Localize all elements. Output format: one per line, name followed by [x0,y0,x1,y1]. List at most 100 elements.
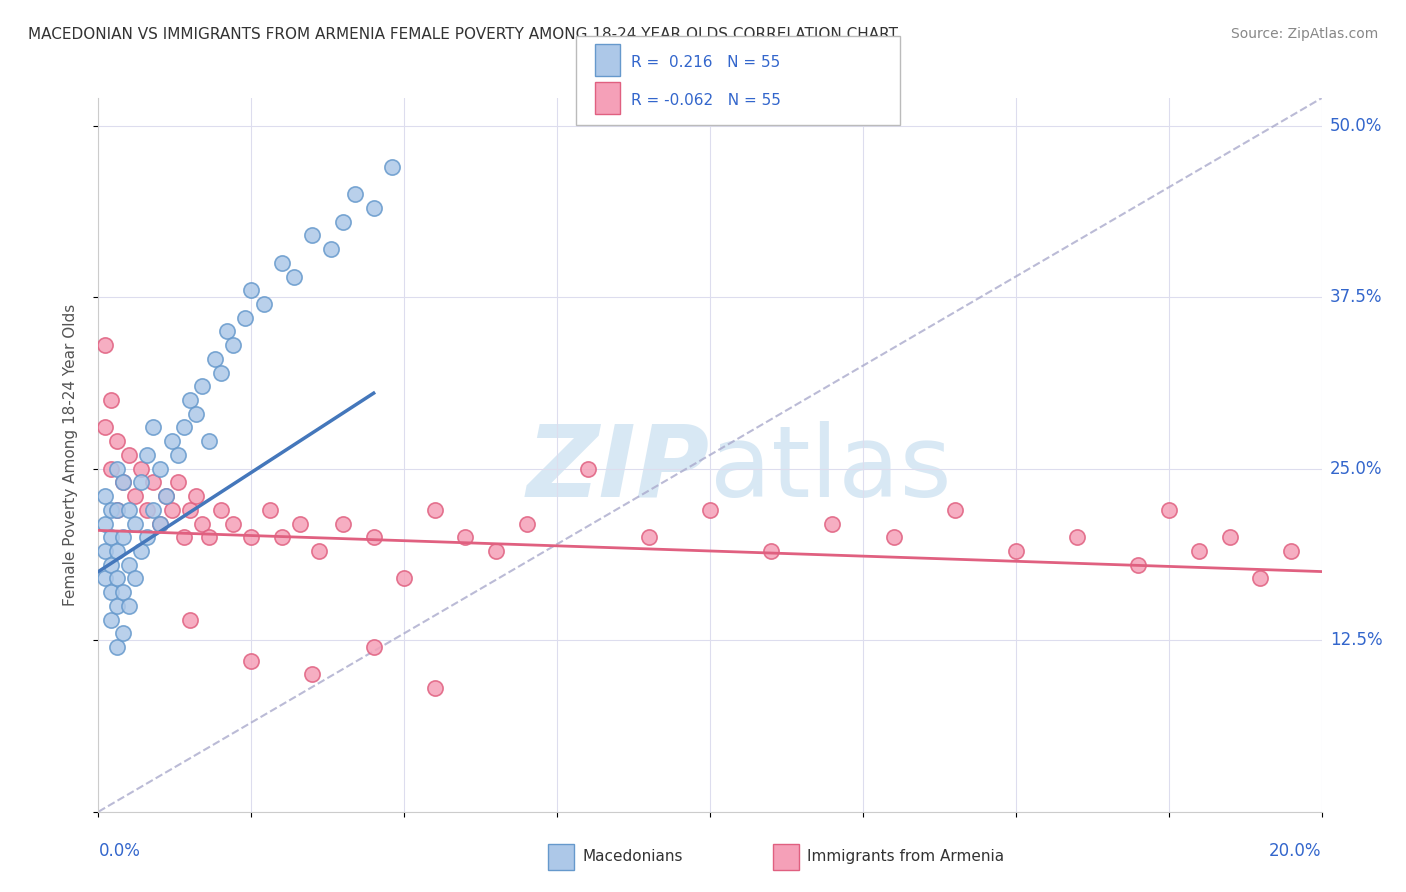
Point [209,503,232,517]
Point [392,571,416,585]
Point [93,489,115,503]
Point [240,654,263,668]
Point [118,599,141,613]
Text: atlas: atlas [710,421,952,517]
Point [129,544,152,558]
Point [344,187,367,202]
Point [173,420,195,434]
Point [136,530,159,544]
Point [111,530,134,544]
Point [111,626,134,640]
Point [637,530,661,544]
Point [118,558,141,572]
Point [142,503,165,517]
Text: Immigrants from Armenia: Immigrants from Armenia [807,849,1004,864]
Point [215,325,238,339]
Point [485,544,508,558]
Point [883,530,905,544]
Point [252,297,274,311]
Point [105,434,128,449]
Point [1004,544,1026,558]
Point [332,516,354,531]
Point [136,503,159,517]
Point [100,461,122,475]
Point [149,461,172,475]
Point [118,503,141,517]
Text: R =  0.216   N = 55: R = 0.216 N = 55 [631,55,780,70]
Point [111,475,134,490]
Point [943,503,966,517]
Point [759,544,782,558]
Point [105,503,128,517]
Point [105,640,128,654]
Point [93,516,115,531]
Point [93,571,115,585]
Point [142,475,165,490]
Point [290,516,312,531]
Point [283,269,305,284]
Text: 20.0%: 20.0% [1270,842,1322,860]
Point [111,475,134,490]
Point [93,338,115,352]
Point [93,420,115,434]
Point [1157,503,1180,517]
Point [699,503,721,517]
Point [167,448,190,462]
Point [301,667,323,681]
Point [270,256,292,270]
Point [423,681,446,696]
Point [516,516,538,531]
Text: 50.0%: 50.0% [1330,117,1382,135]
Point [191,379,214,393]
Point [93,544,115,558]
Point [821,516,844,531]
Point [186,407,208,421]
Point [1066,530,1088,544]
Text: 37.5%: 37.5% [1330,288,1382,306]
Text: 25.0%: 25.0% [1330,459,1382,477]
Text: 12.5%: 12.5% [1330,632,1382,649]
Text: MACEDONIAN VS IMMIGRANTS FROM ARMENIA FEMALE POVERTY AMONG 18-24 YEAR OLDS CORRE: MACEDONIAN VS IMMIGRANTS FROM ARMENIA FE… [28,27,898,42]
Point [100,503,122,517]
Point [100,613,122,627]
Point [105,544,128,558]
Point [423,503,446,517]
Y-axis label: Female Poverty Among 18-24 Year Olds: Female Poverty Among 18-24 Year Olds [63,304,77,606]
Point [270,530,292,544]
Point [155,489,177,503]
Point [160,434,183,449]
Text: Source: ZipAtlas.com: Source: ZipAtlas.com [1230,27,1378,41]
Point [105,599,128,613]
Point [142,420,165,434]
Point [179,503,201,517]
Point [124,571,146,585]
Point [240,283,263,297]
Text: Macedonians: Macedonians [582,849,682,864]
Point [100,585,122,599]
Text: 0.0%: 0.0% [98,842,141,860]
Point [191,516,214,531]
Point [118,448,141,462]
Point [240,530,263,544]
Point [179,613,201,627]
Point [129,461,152,475]
Point [233,310,256,325]
Point [308,544,330,558]
Point [1219,530,1241,544]
Point [124,516,146,531]
Point [136,448,159,462]
Point [363,201,385,215]
Point [209,366,232,380]
Point [454,530,477,544]
Point [204,351,226,366]
Point [259,503,281,517]
Point [105,461,128,475]
Point [129,475,152,490]
Point [363,640,385,654]
Point [186,489,208,503]
Point [197,530,219,544]
Point [576,461,599,475]
Point [149,516,172,531]
Point [149,516,172,531]
Text: ZIP: ZIP [527,421,710,517]
